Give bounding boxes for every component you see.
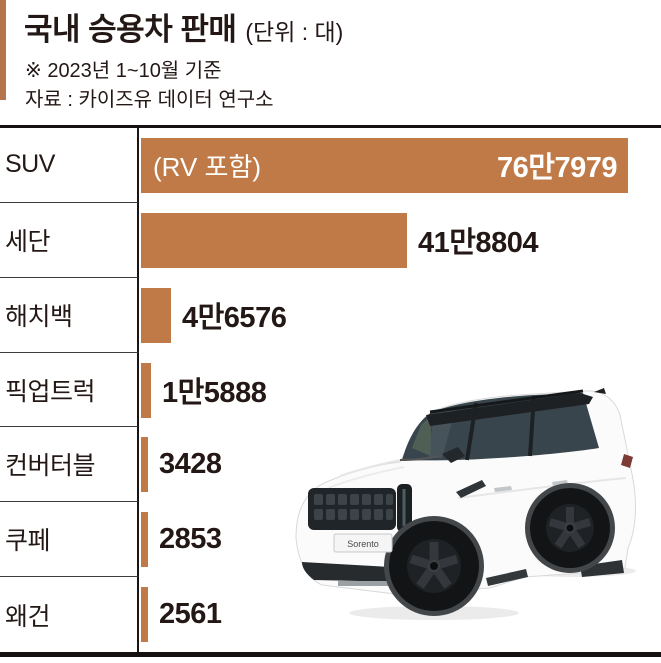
category-label: 쿠페 bbox=[5, 527, 51, 556]
title-line: 국내 승용차 판매 (단위 : 대) bbox=[24, 4, 343, 49]
sales-bar: (RV 포함) 76만7979 bbox=[141, 137, 628, 193]
category-label: 컨버터블 bbox=[5, 452, 96, 481]
table-top-rule bbox=[0, 125, 661, 128]
category-label: 왜건 bbox=[5, 602, 51, 631]
bar-cell: 2853 bbox=[139, 502, 661, 577]
value-label: 76만7979 bbox=[497, 152, 617, 185]
value-label: 2853 bbox=[159, 523, 222, 556]
table-row: 왜건 2561 bbox=[0, 577, 661, 653]
table-row: 픽업트럭 1만5888 bbox=[0, 352, 661, 428]
bar-table: SUV (RV 포함) 76만7979 세단 41만8804 해치백 4만6576 픽업트럭 1… bbox=[0, 128, 661, 653]
sales-bar bbox=[141, 362, 151, 418]
sales-bar bbox=[141, 212, 407, 268]
bar-cell: 3428 bbox=[139, 427, 661, 502]
sales-bar bbox=[141, 437, 148, 493]
sales-bar bbox=[141, 287, 171, 343]
source-note: 자료 : 카이즈유 데이터 연구소 bbox=[25, 89, 274, 111]
bar-annotation: (RV 포함) bbox=[153, 151, 262, 182]
table-row: 컨버터블 3428 bbox=[0, 427, 661, 503]
table-row: 해치백 4만6576 bbox=[0, 277, 661, 353]
period-note: ※ 2023년 1~10월 기준 bbox=[25, 60, 222, 82]
category-cell: 왜건 bbox=[0, 577, 139, 653]
bar-cell: (RV 포함) 76만7979 bbox=[139, 128, 661, 203]
value-label: 2561 bbox=[159, 598, 222, 631]
category-cell: 세단 bbox=[0, 202, 139, 278]
category-label: SUV bbox=[5, 150, 55, 179]
accent-bar bbox=[0, 0, 6, 100]
sales-bar bbox=[141, 587, 148, 643]
page-title: 국내 승용차 판매 bbox=[24, 12, 237, 47]
value-label: 1만5888 bbox=[162, 377, 267, 409]
category-label: 해치백 bbox=[5, 302, 73, 331]
category-label: 세단 bbox=[5, 227, 51, 256]
table-row: SUV (RV 포함) 76만7979 bbox=[0, 128, 661, 203]
category-label: 픽업트럭 bbox=[5, 377, 96, 406]
value-label: 3428 bbox=[159, 448, 222, 481]
sales-bar bbox=[141, 512, 148, 568]
value-label: 4만6576 bbox=[182, 302, 287, 335]
table-bottom-rule bbox=[0, 652, 661, 657]
category-cell: 해치백 bbox=[0, 277, 139, 353]
unit-label: (단위 : 대) bbox=[245, 19, 344, 45]
table-row: 세단 41만8804 bbox=[0, 202, 661, 278]
bar-cell: 1만5888 bbox=[139, 353, 661, 428]
bar-cell: 41만8804 bbox=[139, 203, 661, 278]
category-cell: 컨버터블 bbox=[0, 427, 139, 503]
bar-cell: 4만6576 bbox=[139, 278, 661, 353]
category-cell: 픽업트럭 bbox=[0, 352, 139, 428]
bar-cell: 2561 bbox=[139, 577, 661, 652]
table-row: 쿠페 2853 bbox=[0, 502, 661, 578]
category-cell: 쿠페 bbox=[0, 502, 139, 578]
category-cell: SUV bbox=[0, 128, 139, 203]
value-label: 41만8804 bbox=[418, 227, 538, 260]
